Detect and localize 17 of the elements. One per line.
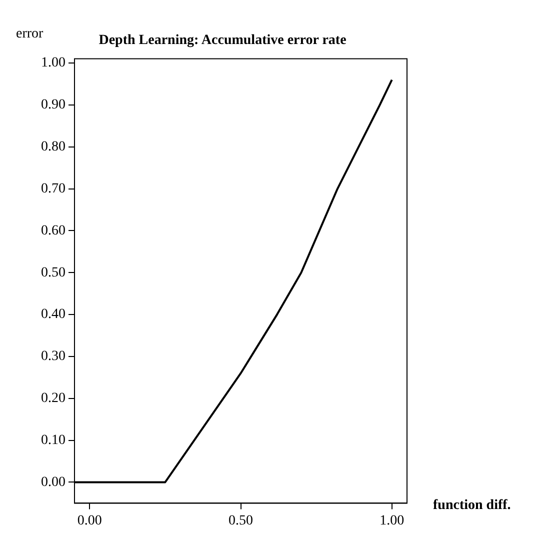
y-axis-title: error (16, 26, 44, 42)
y-tick-label: 0.60 (41, 223, 66, 238)
y-tick-label: 0.80 (41, 140, 66, 155)
y-tick-label: 0.20 (41, 391, 66, 406)
x-tick-label: 0.00 (77, 513, 102, 528)
y-tick-label: 0.90 (41, 98, 66, 113)
y-tick-label: 0.50 (41, 265, 66, 280)
y-tick-label: 0.10 (41, 432, 66, 448)
y-tick-label: 1.00 (41, 56, 66, 71)
x-tick-label: 1.00 (380, 513, 404, 528)
y-tick-label: 0.00 (41, 474, 66, 490)
chart-title: Depth Learning: Accumulative error rate (98, 33, 346, 48)
y-tick-label: 0.30 (41, 349, 66, 364)
x-tick-label: 0.50 (228, 513, 253, 528)
y-tick-label: 0.40 (41, 307, 66, 322)
x-axis-title: function diff. (433, 498, 511, 513)
y-tick-label: 0.70 (41, 181, 66, 196)
